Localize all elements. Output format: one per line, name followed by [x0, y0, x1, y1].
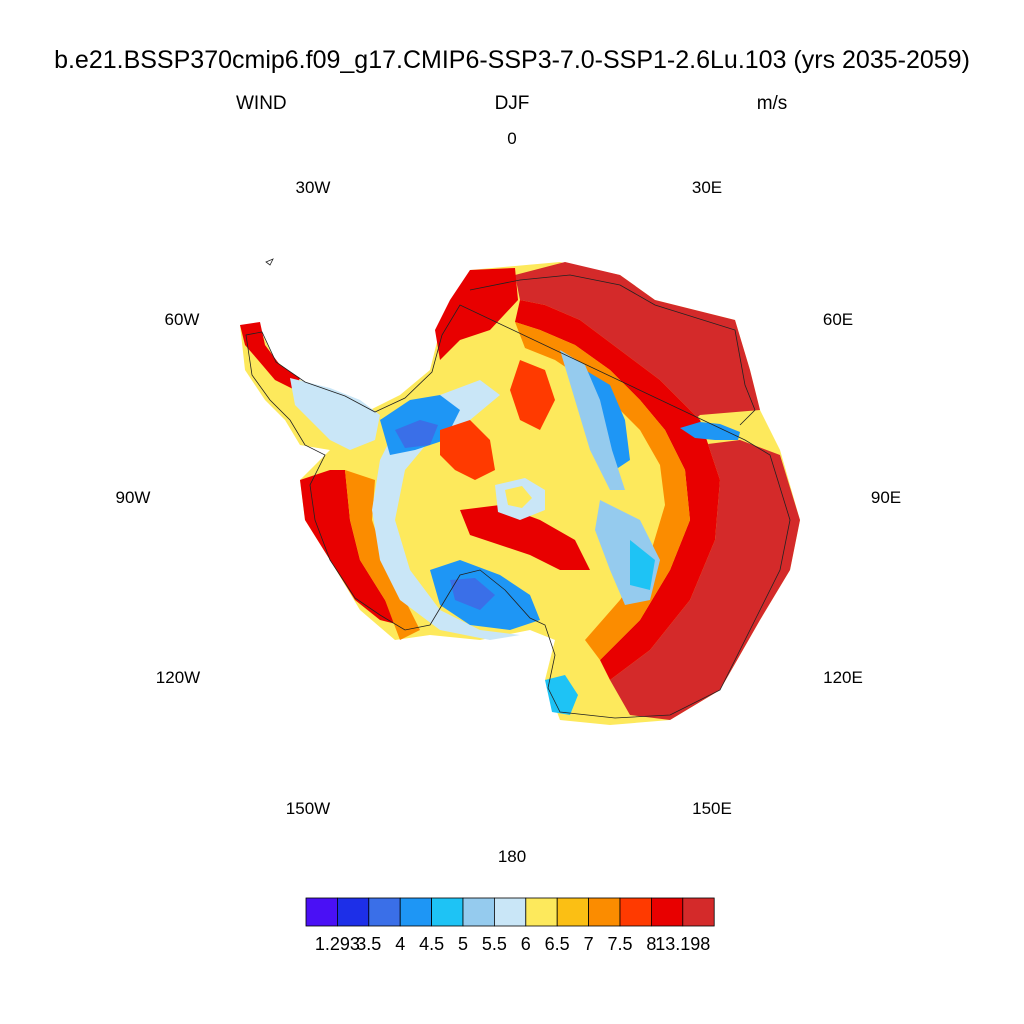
colorbar-tick-label: 5.5: [482, 934, 507, 954]
amery-inlet-blue: [680, 422, 740, 440]
plot-title: b.e21.BSSP370cmip6.f09_g17.CMIP6-SSP3-7.…: [54, 46, 970, 74]
colorbar-tick-label: 4.5: [419, 934, 444, 954]
colorbar-swatch: [651, 897, 684, 927]
colorbar-swatch: [368, 897, 401, 927]
lon-label-60w: 60W: [164, 310, 200, 329]
ross-inlet-blue: [545, 675, 578, 715]
colorbar-swatch: [462, 897, 495, 927]
colorbar: [305, 897, 715, 927]
colorbar-swatch: [493, 897, 527, 927]
southern-deep-blue: [450, 578, 495, 610]
west-coast-red: [300, 470, 400, 625]
colorbar-swatch: [305, 897, 338, 927]
lon-label-180: 180: [497, 847, 527, 866]
small-island: [265, 258, 274, 266]
lon-label-150e: 150E: [692, 799, 732, 818]
east-coast-high-wind: [515, 262, 800, 720]
colorbar-tick-label: 8: [646, 934, 656, 954]
wind-speed-field: [240, 262, 800, 725]
lon-label-90w: 90W: [115, 488, 151, 507]
lon-label-120e: 120E: [823, 668, 863, 687]
lon-label-150w: 150W: [285, 799, 331, 818]
lon-label-30e: 30E: [691, 178, 723, 197]
east-coast-red: [515, 300, 720, 680]
interior-red-west: [440, 420, 495, 480]
interior-red-south: [460, 505, 590, 570]
colorbar-swatch: [399, 897, 433, 927]
colorbar-swatch: [619, 897, 652, 927]
colorbar-tick-label: 5: [458, 934, 468, 954]
colorbar-tick-label: 6.5: [545, 934, 570, 954]
lon-label-30w: 30W: [295, 178, 331, 197]
colorbar-tick-label: 7.5: [607, 934, 632, 954]
colorbar-tick-label: 6: [521, 934, 531, 954]
lon-label-120w: 120W: [155, 668, 201, 687]
western-deep-blue: [395, 420, 438, 448]
colorbar-swatch: [682, 897, 715, 927]
coastline: [245, 274, 791, 719]
colorbar-tick-label: 4: [395, 934, 405, 954]
lon-label-90e: 90E: [870, 488, 902, 507]
colorbar-tick-label: 13.198: [655, 934, 710, 954]
peninsula-red: [240, 322, 300, 390]
colorbar-swatch: [336, 897, 370, 927]
colorbar-swatch: [556, 897, 590, 927]
colorbar-swatch: [525, 897, 558, 927]
ross-blue: [630, 540, 655, 590]
colorbar-swatch: [588, 897, 621, 927]
northern-coast-red: [435, 268, 518, 360]
pole-yellow: [505, 486, 532, 508]
lon-label-60e: 60E: [822, 310, 854, 329]
lon-label-0: 0: [507, 129, 517, 148]
colorbar-swatch: [431, 897, 464, 927]
season-label: DJF: [494, 93, 530, 114]
colorbar-tick-label: 1.293: [315, 934, 360, 954]
colorbar-tick-label: 3.5: [356, 934, 381, 954]
interior-red-east: [510, 360, 555, 430]
colorbar-tick-label: 7: [584, 934, 594, 954]
variable-label: WIND: [236, 93, 287, 114]
east-interior-lightblue: [560, 350, 625, 490]
units-label: m/s: [756, 93, 788, 114]
peninsula-lightblue: [290, 378, 380, 450]
